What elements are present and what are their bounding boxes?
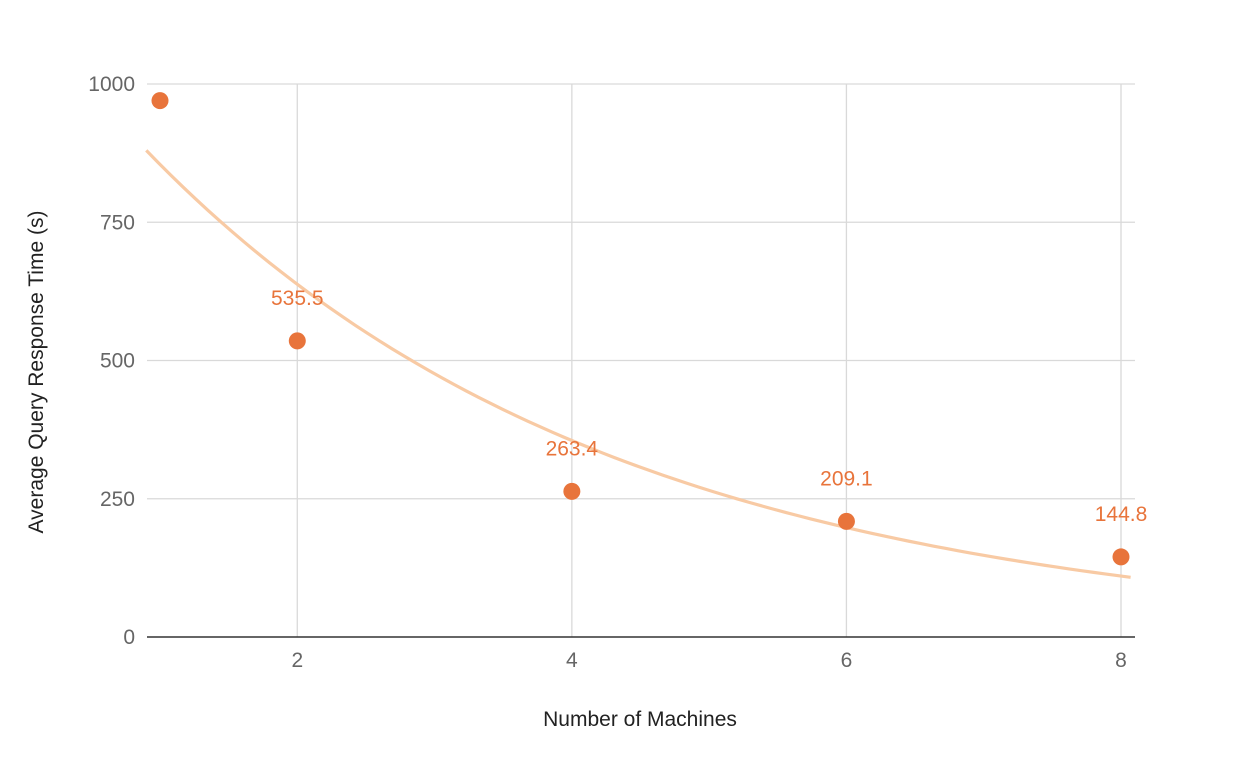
axes: 0 250 500 750 1000 2 4 6 8 <box>88 73 1135 672</box>
y-tick-label: 500 <box>100 350 135 373</box>
x-tick-label: 4 <box>566 649 578 672</box>
data-point <box>563 482 581 500</box>
data-labels: 535.5 263.4 209.1 144.8 <box>271 287 1147 526</box>
data-points <box>151 92 1130 566</box>
trendline <box>145 149 1131 579</box>
x-tick-label: 2 <box>291 649 303 672</box>
trendline-layer <box>145 149 1131 579</box>
data-point <box>1112 548 1130 566</box>
y-tick-label: 750 <box>100 211 135 234</box>
x-tick-label: 6 <box>841 649 853 672</box>
data-label: 535.5 <box>271 287 324 310</box>
y-tick-label: 0 <box>123 626 135 649</box>
y-axis-title: Average Query Response Time (s) <box>25 211 48 534</box>
y-tick-label: 1000 <box>88 73 135 96</box>
data-label: 144.8 <box>1095 503 1148 526</box>
data-label: 263.4 <box>546 437 599 460</box>
y-tick-label: 250 <box>100 488 135 511</box>
data-point <box>151 92 169 110</box>
x-axis-title: Number of Machines <box>543 708 737 731</box>
x-tick-label: 8 <box>1115 649 1127 672</box>
gridlines <box>147 83 1135 637</box>
data-label: 209.1 <box>820 467 873 490</box>
data-point <box>288 332 306 350</box>
data-point <box>837 512 855 530</box>
